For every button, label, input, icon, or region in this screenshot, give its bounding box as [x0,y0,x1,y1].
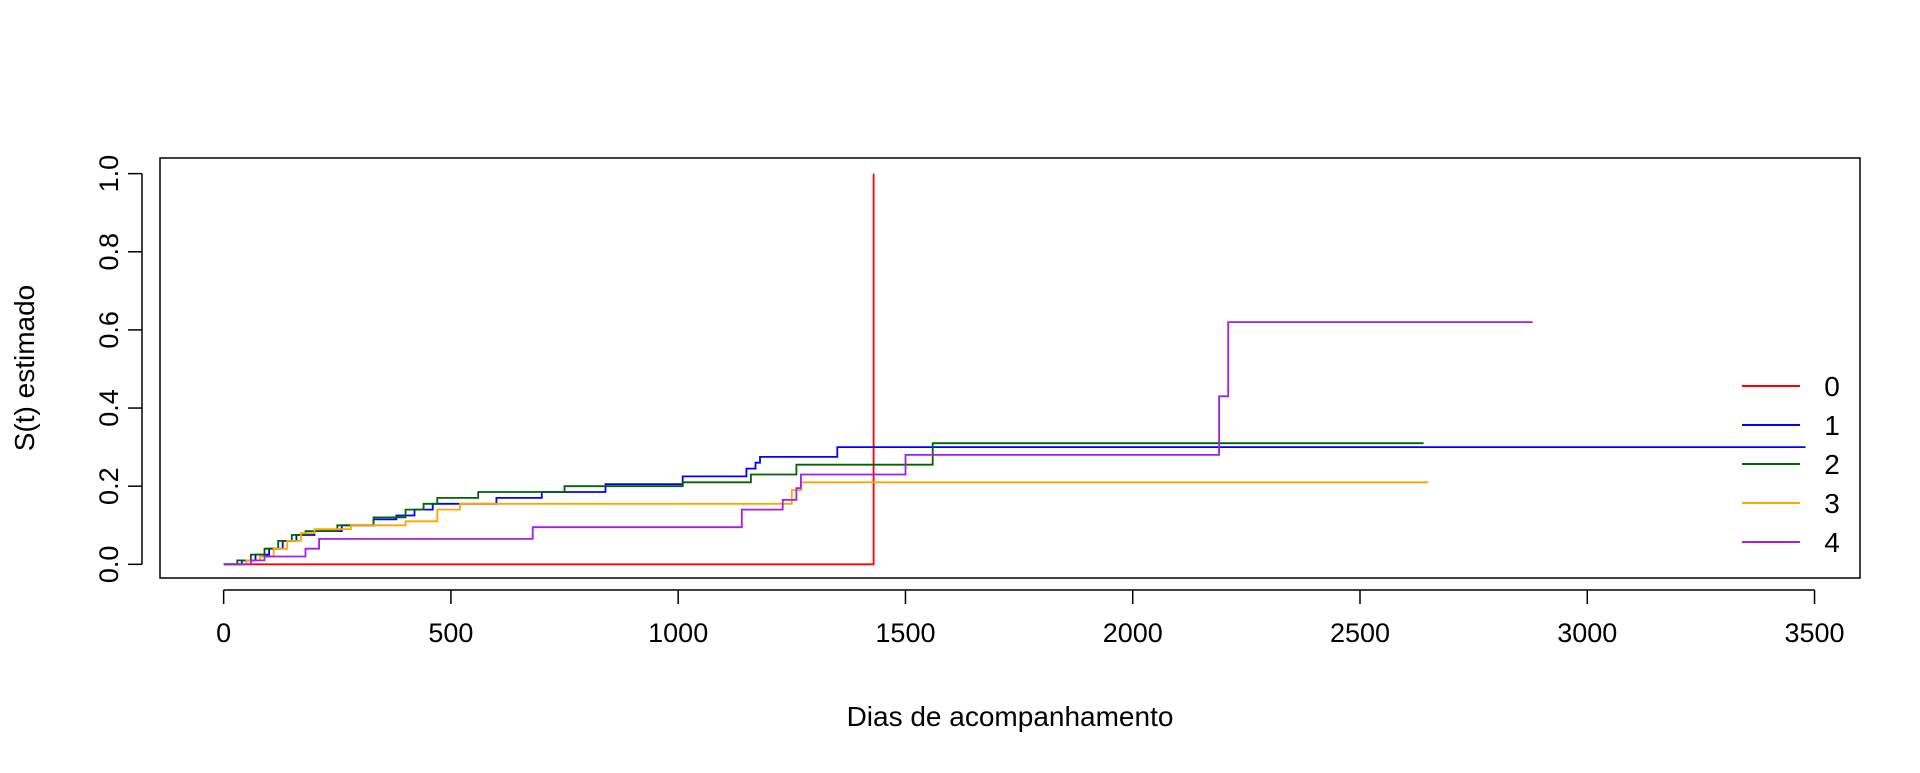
legend-label-1: 1 [1824,410,1840,441]
x-tick-label: 1000 [648,618,708,648]
x-tick-label: 0 [216,618,231,648]
series-line-2 [223,442,1424,566]
y-tick-label: 0.6 [94,311,124,349]
x-tick-label: 500 [428,618,473,648]
y-axis-label: S(t) estimado [9,285,40,452]
x-tick-label: 2500 [1330,618,1390,648]
legend-label-4: 4 [1824,527,1840,558]
x-axis: 0 500 1000 1500 2000 2500 3000 3500 [216,589,1845,648]
y-tick-label: 1.0 [94,155,124,193]
legend-label-2: 2 [1824,449,1840,480]
x-tick-label: 2000 [1103,618,1163,648]
y-tick-label: 0.0 [94,546,124,584]
x-axis-label: Dias de acompanhamento [847,701,1174,732]
series-line-3 [223,481,1429,566]
y-tick-label: 0.2 [94,467,124,505]
x-tick-label: 3500 [1785,618,1845,648]
y-tick-label: 0.8 [94,233,124,271]
x-tick-label: 1500 [875,618,935,648]
y-axis: 0.0 0.2 0.4 0.6 0.8 1.0 [94,155,143,584]
legend-label-3: 3 [1824,488,1840,519]
y-tick-label: 0.4 [94,389,124,427]
series-line-0 [223,173,875,566]
legend: 0 1 2 3 4 [1742,371,1840,558]
plot-frame [159,157,1861,579]
series-layer [223,173,1806,566]
x-tick-label: 3000 [1557,618,1617,648]
legend-label-0: 0 [1824,371,1840,402]
series-line-4 [223,321,1533,566]
